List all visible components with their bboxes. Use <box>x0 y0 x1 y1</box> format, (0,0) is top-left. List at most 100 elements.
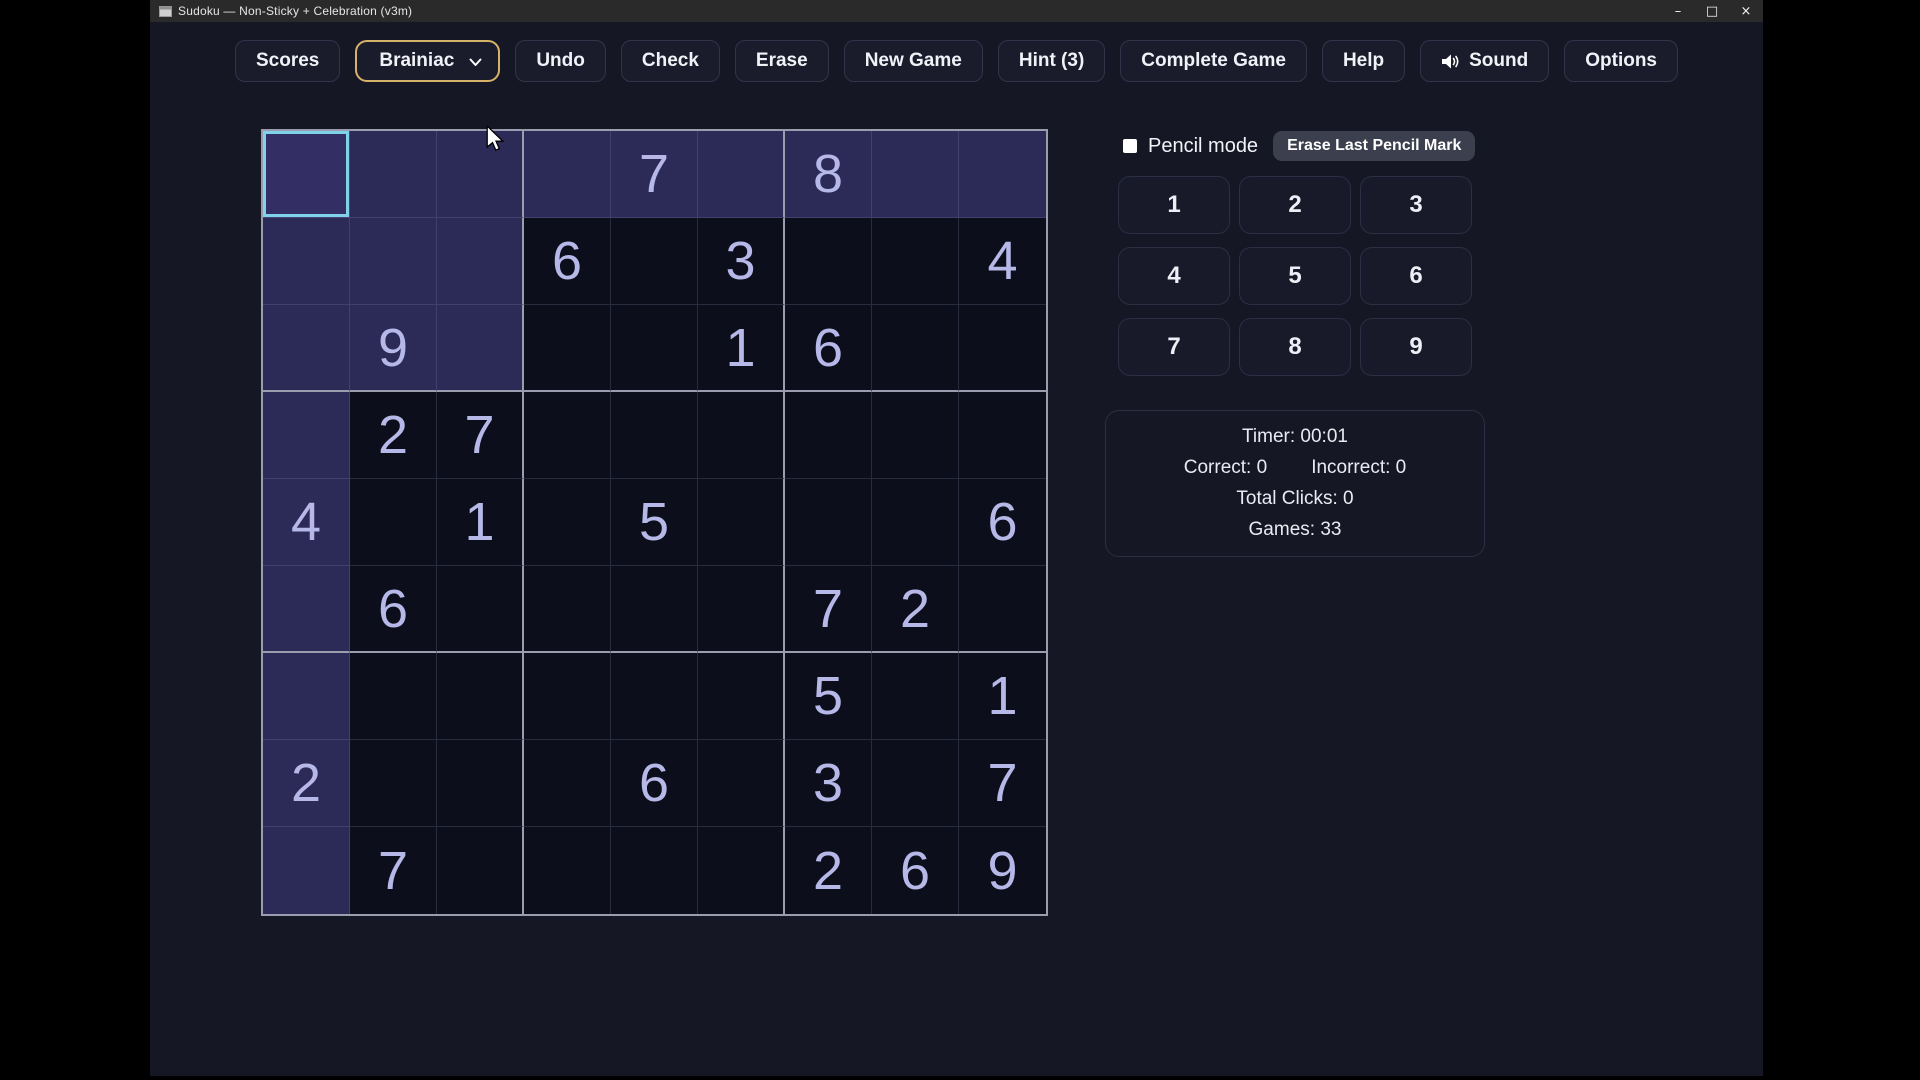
close-button[interactable]: × <box>1740 3 1752 19</box>
toolbar-button-sound[interactable]: Sound <box>1420 40 1550 82</box>
sudoku-cell-r1c8[interactable] <box>872 131 959 218</box>
sudoku-cell-r6c7[interactable]: 7 <box>785 566 872 653</box>
sudoku-cell-r5c9[interactable]: 6 <box>959 479 1046 566</box>
sudoku-cell-r6c3[interactable] <box>437 566 524 653</box>
sudoku-cell-r9c4[interactable] <box>524 827 611 914</box>
sudoku-cell-r7c2[interactable] <box>350 653 437 740</box>
sudoku-cell-r8c2[interactable] <box>350 740 437 827</box>
sudoku-cell-r3c5[interactable] <box>611 305 698 392</box>
toolbar-button-undo[interactable]: Undo <box>515 40 606 82</box>
sudoku-cell-r9c2[interactable]: 7 <box>350 827 437 914</box>
sudoku-cell-r6c8[interactable]: 2 <box>872 566 959 653</box>
sudoku-cell-r1c6[interactable] <box>698 131 785 218</box>
numpad-button-3[interactable]: 3 <box>1360 176 1472 234</box>
numpad-button-8[interactable]: 8 <box>1239 318 1351 376</box>
sudoku-cell-r7c1[interactable] <box>263 653 350 740</box>
sudoku-cell-r3c1[interactable] <box>263 305 350 392</box>
sudoku-cell-r4c1[interactable] <box>263 392 350 479</box>
sudoku-cell-r9c8[interactable]: 6 <box>872 827 959 914</box>
sudoku-cell-r7c9[interactable]: 1 <box>959 653 1046 740</box>
sudoku-cell-r4c7[interactable] <box>785 392 872 479</box>
numpad-button-9[interactable]: 9 <box>1360 318 1472 376</box>
sudoku-cell-r7c5[interactable] <box>611 653 698 740</box>
minimize-button[interactable]: – <box>1674 3 1682 19</box>
sudoku-cell-r4c6[interactable] <box>698 392 785 479</box>
numpad-button-4[interactable]: 4 <box>1118 247 1230 305</box>
sudoku-cell-r8c9[interactable]: 7 <box>959 740 1046 827</box>
sudoku-cell-r5c2[interactable] <box>350 479 437 566</box>
toolbar-button-help[interactable]: Help <box>1321 40 1406 82</box>
toolbar-button-scores[interactable]: Scores <box>234 40 341 82</box>
sudoku-cell-r2c6[interactable]: 3 <box>698 218 785 305</box>
sudoku-cell-r8c3[interactable] <box>437 740 524 827</box>
erase-last-pencil-mark-button[interactable]: Erase Last Pencil Mark <box>1273 131 1476 161</box>
numpad-button-1[interactable]: 1 <box>1118 176 1230 234</box>
sudoku-cell-r7c6[interactable] <box>698 653 785 740</box>
sudoku-cell-r5c8[interactable] <box>872 479 959 566</box>
sudoku-cell-r2c5[interactable] <box>611 218 698 305</box>
numpad-button-6[interactable]: 6 <box>1360 247 1472 305</box>
sudoku-cell-r9c9[interactable]: 9 <box>959 827 1046 914</box>
toolbar-button-new-game[interactable]: New Game <box>843 40 983 82</box>
sudoku-cell-r6c2[interactable]: 6 <box>350 566 437 653</box>
sudoku-cell-r2c7[interactable] <box>785 218 872 305</box>
sudoku-cell-r4c3[interactable]: 7 <box>437 392 524 479</box>
sudoku-cell-r3c3[interactable] <box>437 305 524 392</box>
sudoku-cell-r3c4[interactable] <box>524 305 611 392</box>
sudoku-cell-r6c4[interactable] <box>524 566 611 653</box>
sudoku-cell-r7c3[interactable] <box>437 653 524 740</box>
sudoku-cell-r9c3[interactable] <box>437 827 524 914</box>
numpad-button-7[interactable]: 7 <box>1118 318 1230 376</box>
sudoku-cell-r3c8[interactable] <box>872 305 959 392</box>
sudoku-cell-r8c7[interactable]: 3 <box>785 740 872 827</box>
sudoku-cell-r6c9[interactable] <box>959 566 1046 653</box>
sudoku-cell-r2c3[interactable] <box>437 218 524 305</box>
sudoku-cell-r1c3[interactable] <box>437 131 524 218</box>
toolbar-button-erase[interactable]: Erase <box>734 40 829 82</box>
numpad-button-5[interactable]: 5 <box>1239 247 1351 305</box>
sudoku-cell-r1c1[interactable] <box>263 131 350 218</box>
sudoku-cell-r7c4[interactable] <box>524 653 611 740</box>
sudoku-cell-r8c1[interactable]: 2 <box>263 740 350 827</box>
sudoku-cell-r1c9[interactable] <box>959 131 1046 218</box>
sudoku-cell-r9c5[interactable] <box>611 827 698 914</box>
sudoku-cell-r2c4[interactable]: 6 <box>524 218 611 305</box>
sudoku-cell-r4c2[interactable]: 2 <box>350 392 437 479</box>
sudoku-cell-r4c5[interactable] <box>611 392 698 479</box>
sudoku-cell-r8c4[interactable] <box>524 740 611 827</box>
sudoku-cell-r5c3[interactable]: 1 <box>437 479 524 566</box>
sudoku-cell-r1c5[interactable]: 7 <box>611 131 698 218</box>
toolbar-button-check[interactable]: Check <box>620 40 720 82</box>
sudoku-cell-r2c9[interactable]: 4 <box>959 218 1046 305</box>
sudoku-cell-r3c6[interactable]: 1 <box>698 305 785 392</box>
sudoku-cell-r5c1[interactable]: 4 <box>263 479 350 566</box>
sudoku-cell-r8c8[interactable] <box>872 740 959 827</box>
sudoku-cell-r3c7[interactable]: 6 <box>785 305 872 392</box>
sudoku-cell-r7c7[interactable]: 5 <box>785 653 872 740</box>
sudoku-cell-r9c1[interactable] <box>263 827 350 914</box>
sudoku-cell-r4c4[interactable] <box>524 392 611 479</box>
sudoku-cell-r6c6[interactable] <box>698 566 785 653</box>
sudoku-cell-r6c1[interactable] <box>263 566 350 653</box>
sudoku-cell-r1c2[interactable] <box>350 131 437 218</box>
sudoku-cell-r4c9[interactable] <box>959 392 1046 479</box>
toolbar-button-hint-3[interactable]: Hint (3) <box>997 40 1106 82</box>
sudoku-cell-r5c4[interactable] <box>524 479 611 566</box>
sudoku-cell-r4c8[interactable] <box>872 392 959 479</box>
sudoku-cell-r2c8[interactable] <box>872 218 959 305</box>
sudoku-cell-r2c2[interactable] <box>350 218 437 305</box>
sudoku-cell-r2c1[interactable] <box>263 218 350 305</box>
numpad-button-2[interactable]: 2 <box>1239 176 1351 234</box>
sudoku-cell-r1c4[interactable] <box>524 131 611 218</box>
sudoku-cell-r5c7[interactable] <box>785 479 872 566</box>
sudoku-cell-r8c5[interactable]: 6 <box>611 740 698 827</box>
maximize-button[interactable]: □ <box>1705 3 1719 19</box>
sudoku-cell-r3c2[interactable]: 9 <box>350 305 437 392</box>
sudoku-cell-r5c5[interactable]: 5 <box>611 479 698 566</box>
toolbar-button-complete-game[interactable]: Complete Game <box>1120 40 1307 82</box>
sudoku-cell-r8c6[interactable] <box>698 740 785 827</box>
sudoku-cell-r5c6[interactable] <box>698 479 785 566</box>
sudoku-cell-r1c7[interactable]: 8 <box>785 131 872 218</box>
toolbar-button-options[interactable]: Options <box>1564 40 1679 82</box>
sudoku-cell-r7c8[interactable] <box>872 653 959 740</box>
